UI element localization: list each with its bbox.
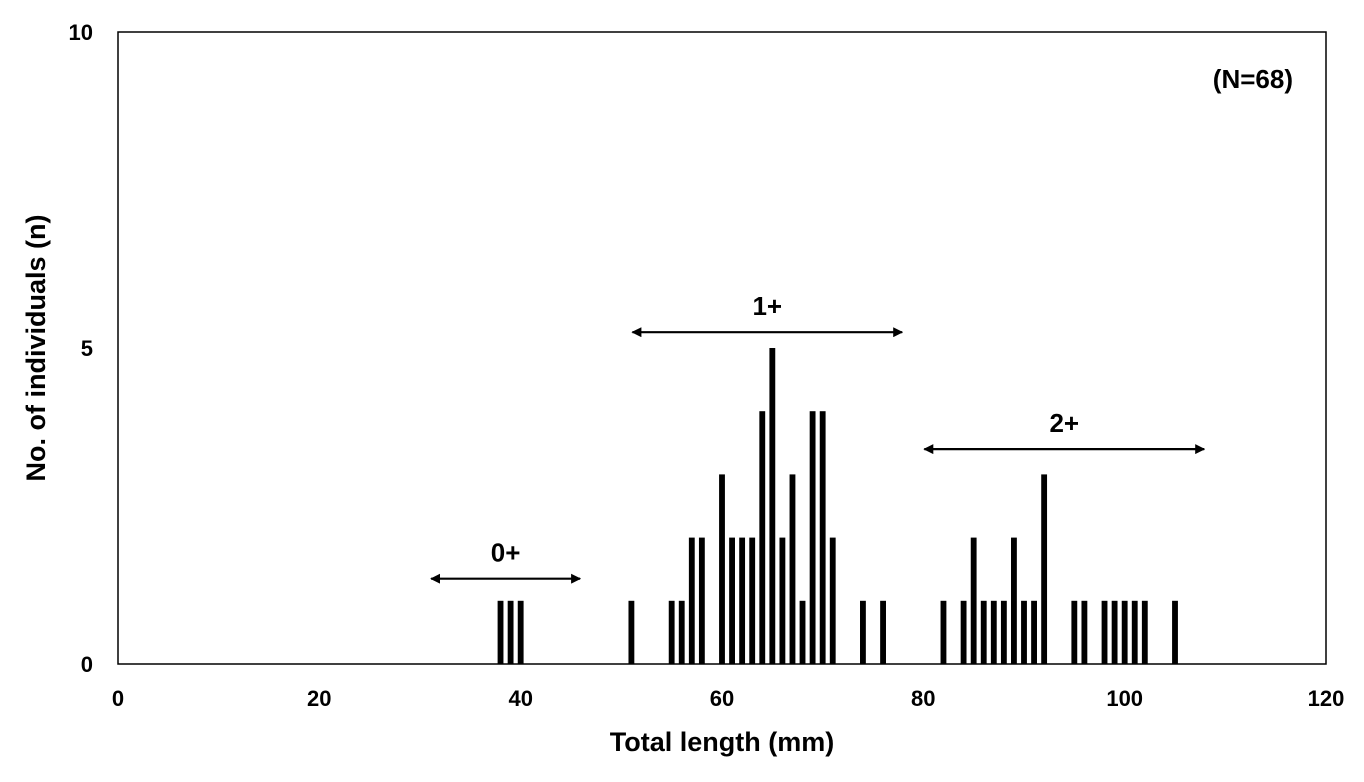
x-tick-label: 100 (1106, 686, 1143, 711)
bar (779, 537, 786, 664)
y-tick-label: 10 (69, 20, 93, 45)
bar (880, 600, 886, 664)
x-tick-label: 60 (710, 686, 734, 711)
bar (1172, 600, 1178, 664)
bar (739, 537, 746, 664)
bar (1101, 600, 1108, 664)
sample-size-label: (N=68) (1213, 64, 1293, 94)
bar (860, 600, 866, 664)
bar (668, 600, 675, 664)
y-axis-title: No. of individuals (n) (21, 215, 51, 482)
bar (749, 537, 756, 664)
bar (1031, 600, 1037, 664)
bar (940, 600, 947, 664)
bar (1111, 600, 1118, 664)
bar (789, 474, 796, 664)
bar (1041, 474, 1048, 664)
bar (829, 537, 836, 664)
bar (1141, 600, 1148, 664)
bar (759, 411, 766, 664)
annotations: 0+ 1+ 2+ (430, 291, 1206, 584)
bar (1021, 600, 1027, 664)
bar (819, 411, 826, 664)
bar (809, 411, 816, 664)
bar (497, 600, 504, 664)
x-tick-label: 0 (112, 686, 124, 711)
y-tick-label: 0 (81, 652, 93, 677)
tick-labels: 0 20 40 60 80 100 120 0 5 10 (69, 20, 1345, 711)
bar (688, 537, 695, 664)
bar (1081, 600, 1088, 664)
age-group-label: 1+ (752, 291, 782, 321)
bar (799, 600, 806, 664)
x-tick-label: 120 (1308, 686, 1345, 711)
bar (1071, 600, 1078, 664)
y-tick-label: 5 (81, 336, 93, 361)
bar (980, 600, 987, 664)
x-axis-title: Total length (mm) (610, 727, 834, 757)
bar (719, 474, 725, 664)
bar (729, 537, 735, 664)
bar (628, 600, 635, 664)
bar (678, 600, 685, 664)
bar (1000, 600, 1007, 664)
bar (960, 600, 967, 664)
age-group-label: 0+ (491, 538, 521, 568)
bar (1011, 537, 1017, 664)
plot-area-frame (117, 31, 1327, 665)
bar (1121, 600, 1128, 664)
age-group-label: 2+ (1049, 408, 1079, 438)
bar (1131, 600, 1138, 664)
bar (769, 348, 776, 664)
bar (970, 537, 977, 664)
x-tick-label: 80 (911, 686, 935, 711)
bar (698, 537, 705, 664)
bars-layer (497, 348, 1178, 664)
x-tick-label: 20 (307, 686, 331, 711)
bar (990, 600, 997, 664)
x-tick-label: 40 (508, 686, 532, 711)
bar (507, 600, 514, 664)
bar (517, 600, 524, 664)
